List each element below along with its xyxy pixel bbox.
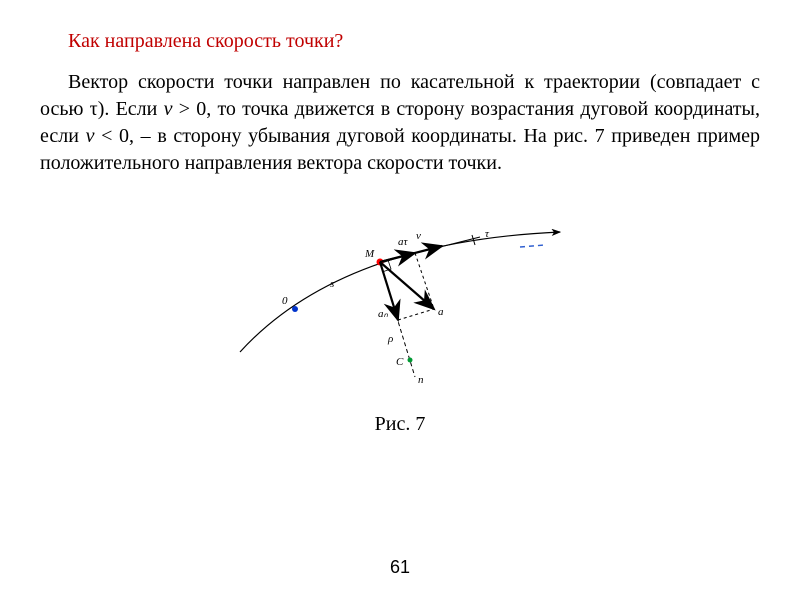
n-label: n (418, 374, 424, 386)
figure-7-diagram: 0 s M τ v aτ n (220, 187, 580, 407)
s-label: s (330, 278, 334, 290)
trajectory-curve (240, 232, 560, 352)
c-point (408, 358, 413, 363)
c-label: C (396, 356, 404, 368)
a-n-label: aₙ (378, 308, 389, 320)
dash-marker (520, 245, 545, 247)
v-label: v (416, 230, 421, 242)
m-label: M (364, 248, 375, 260)
body-paragraph: Вектор скорости точки направлен по касат… (40, 69, 760, 177)
origin-label: 0 (282, 295, 288, 307)
parallelogram-2 (398, 309, 434, 320)
a-label: a (438, 306, 444, 318)
rho-label: ρ (387, 333, 393, 345)
a-tau-label: aτ (398, 236, 409, 248)
figure-caption: Рис. 7 (40, 413, 760, 436)
a-tau-vector (380, 253, 415, 262)
origin-point (292, 306, 298, 312)
diagram-container: 0 s M τ v aτ n (40, 187, 760, 407)
page-number: 61 (390, 557, 410, 578)
question-heading: Как направлена скорость точки? (40, 30, 760, 53)
para-text-3: < 0, – в сторону убывания дуговой коорди… (40, 125, 760, 174)
